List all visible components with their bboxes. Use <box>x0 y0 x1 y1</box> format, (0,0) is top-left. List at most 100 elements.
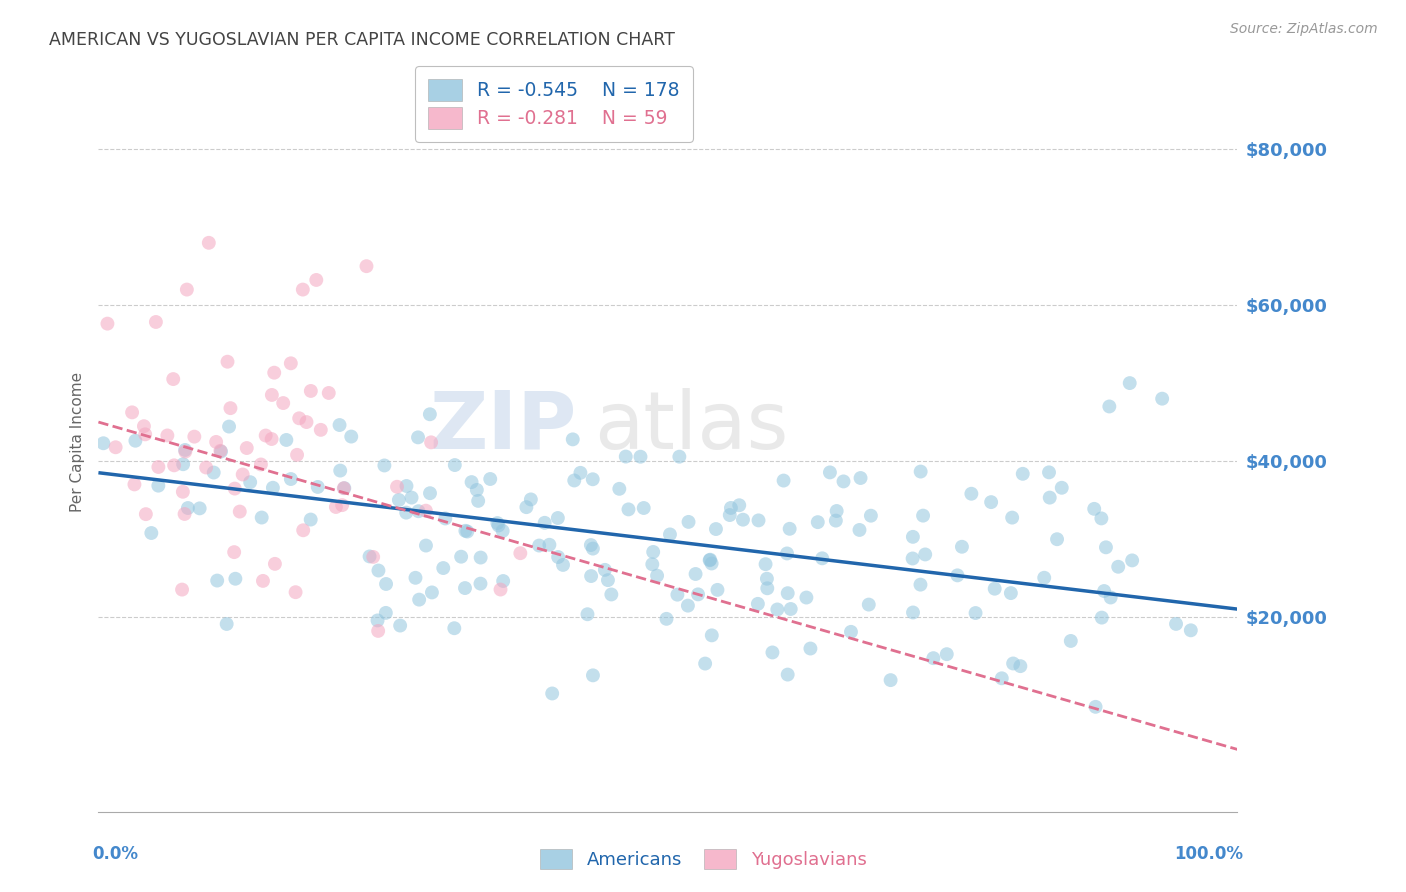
Point <box>538 538 561 552</box>
Point <box>859 508 882 523</box>
Point <box>1002 657 1025 671</box>
Point <box>307 480 329 494</box>
Text: 0.0%: 0.0% <box>93 845 139 863</box>
Point <box>205 434 228 449</box>
Point <box>389 618 412 632</box>
Point <box>232 467 254 482</box>
Point <box>305 273 328 287</box>
Point <box>470 550 492 565</box>
Point <box>818 466 841 480</box>
Y-axis label: Per Capita Income: Per Capita Income <box>69 371 84 512</box>
Point <box>408 592 430 607</box>
Point <box>509 546 531 560</box>
Point <box>170 582 193 597</box>
Point <box>655 612 678 626</box>
Point <box>205 574 228 588</box>
Point <box>198 235 221 250</box>
Point <box>434 511 457 525</box>
Point <box>299 512 322 526</box>
Point <box>174 444 197 458</box>
Point <box>470 576 492 591</box>
Point <box>217 355 239 369</box>
Point <box>395 479 418 493</box>
Point <box>551 558 574 572</box>
Point <box>849 471 872 485</box>
Point <box>375 577 398 591</box>
Point <box>700 628 723 642</box>
Point <box>607 482 630 496</box>
Point <box>1038 466 1060 480</box>
Point <box>772 474 794 488</box>
Point <box>260 388 283 402</box>
Point <box>280 356 302 370</box>
Point <box>1164 616 1187 631</box>
Point <box>600 587 623 601</box>
Legend: R = -0.545    N = 178, R = -0.281    N = 59: R = -0.545 N = 178, R = -0.281 N = 59 <box>415 66 693 142</box>
Point <box>209 444 232 458</box>
Point <box>811 551 834 566</box>
Point <box>408 504 430 518</box>
Point <box>284 585 307 599</box>
Point <box>134 427 156 442</box>
Point <box>832 475 855 489</box>
Point <box>699 552 721 566</box>
Point <box>177 501 200 516</box>
Point <box>807 515 830 529</box>
Point <box>1107 559 1129 574</box>
Point <box>135 507 157 521</box>
Point <box>766 602 789 616</box>
Text: ZIP: ZIP <box>429 388 576 466</box>
Point <box>340 429 363 443</box>
Point <box>162 372 184 386</box>
Point <box>420 585 443 599</box>
Point <box>488 518 510 533</box>
Point <box>373 458 395 473</box>
Point <box>479 472 502 486</box>
Point <box>755 572 778 586</box>
Point <box>515 500 537 515</box>
Point <box>250 458 273 472</box>
Point <box>309 423 332 437</box>
Point <box>280 472 302 486</box>
Point <box>254 428 277 442</box>
Point <box>776 586 799 600</box>
Text: 100.0%: 100.0% <box>1174 845 1243 863</box>
Point <box>406 430 429 444</box>
Point <box>415 539 437 553</box>
Point <box>965 606 987 620</box>
Point <box>218 419 240 434</box>
Point <box>388 493 411 508</box>
Point <box>96 317 118 331</box>
Point <box>839 624 862 639</box>
Point <box>325 500 347 514</box>
Point <box>1098 400 1121 414</box>
Point <box>1095 541 1118 555</box>
Point <box>333 481 356 495</box>
Point <box>547 549 569 564</box>
Point <box>415 503 437 517</box>
Point <box>718 508 741 522</box>
Point <box>299 384 322 398</box>
Point <box>454 524 477 538</box>
Point <box>1050 481 1073 495</box>
Point <box>825 504 848 518</box>
Point <box>174 442 197 457</box>
Point <box>443 458 465 472</box>
Point <box>359 549 381 564</box>
Point <box>562 474 585 488</box>
Point <box>569 466 592 480</box>
Point <box>367 614 389 628</box>
Point <box>224 482 246 496</box>
Point <box>318 386 340 401</box>
Point <box>1060 634 1083 648</box>
Text: Source: ZipAtlas.com: Source: ZipAtlas.com <box>1230 22 1378 37</box>
Point <box>858 598 880 612</box>
Point <box>450 549 472 564</box>
Point <box>596 573 619 587</box>
Point <box>176 283 198 297</box>
Point <box>579 569 602 583</box>
Point <box>260 432 283 446</box>
Point <box>666 588 689 602</box>
Point <box>617 502 640 516</box>
Point <box>239 475 262 490</box>
